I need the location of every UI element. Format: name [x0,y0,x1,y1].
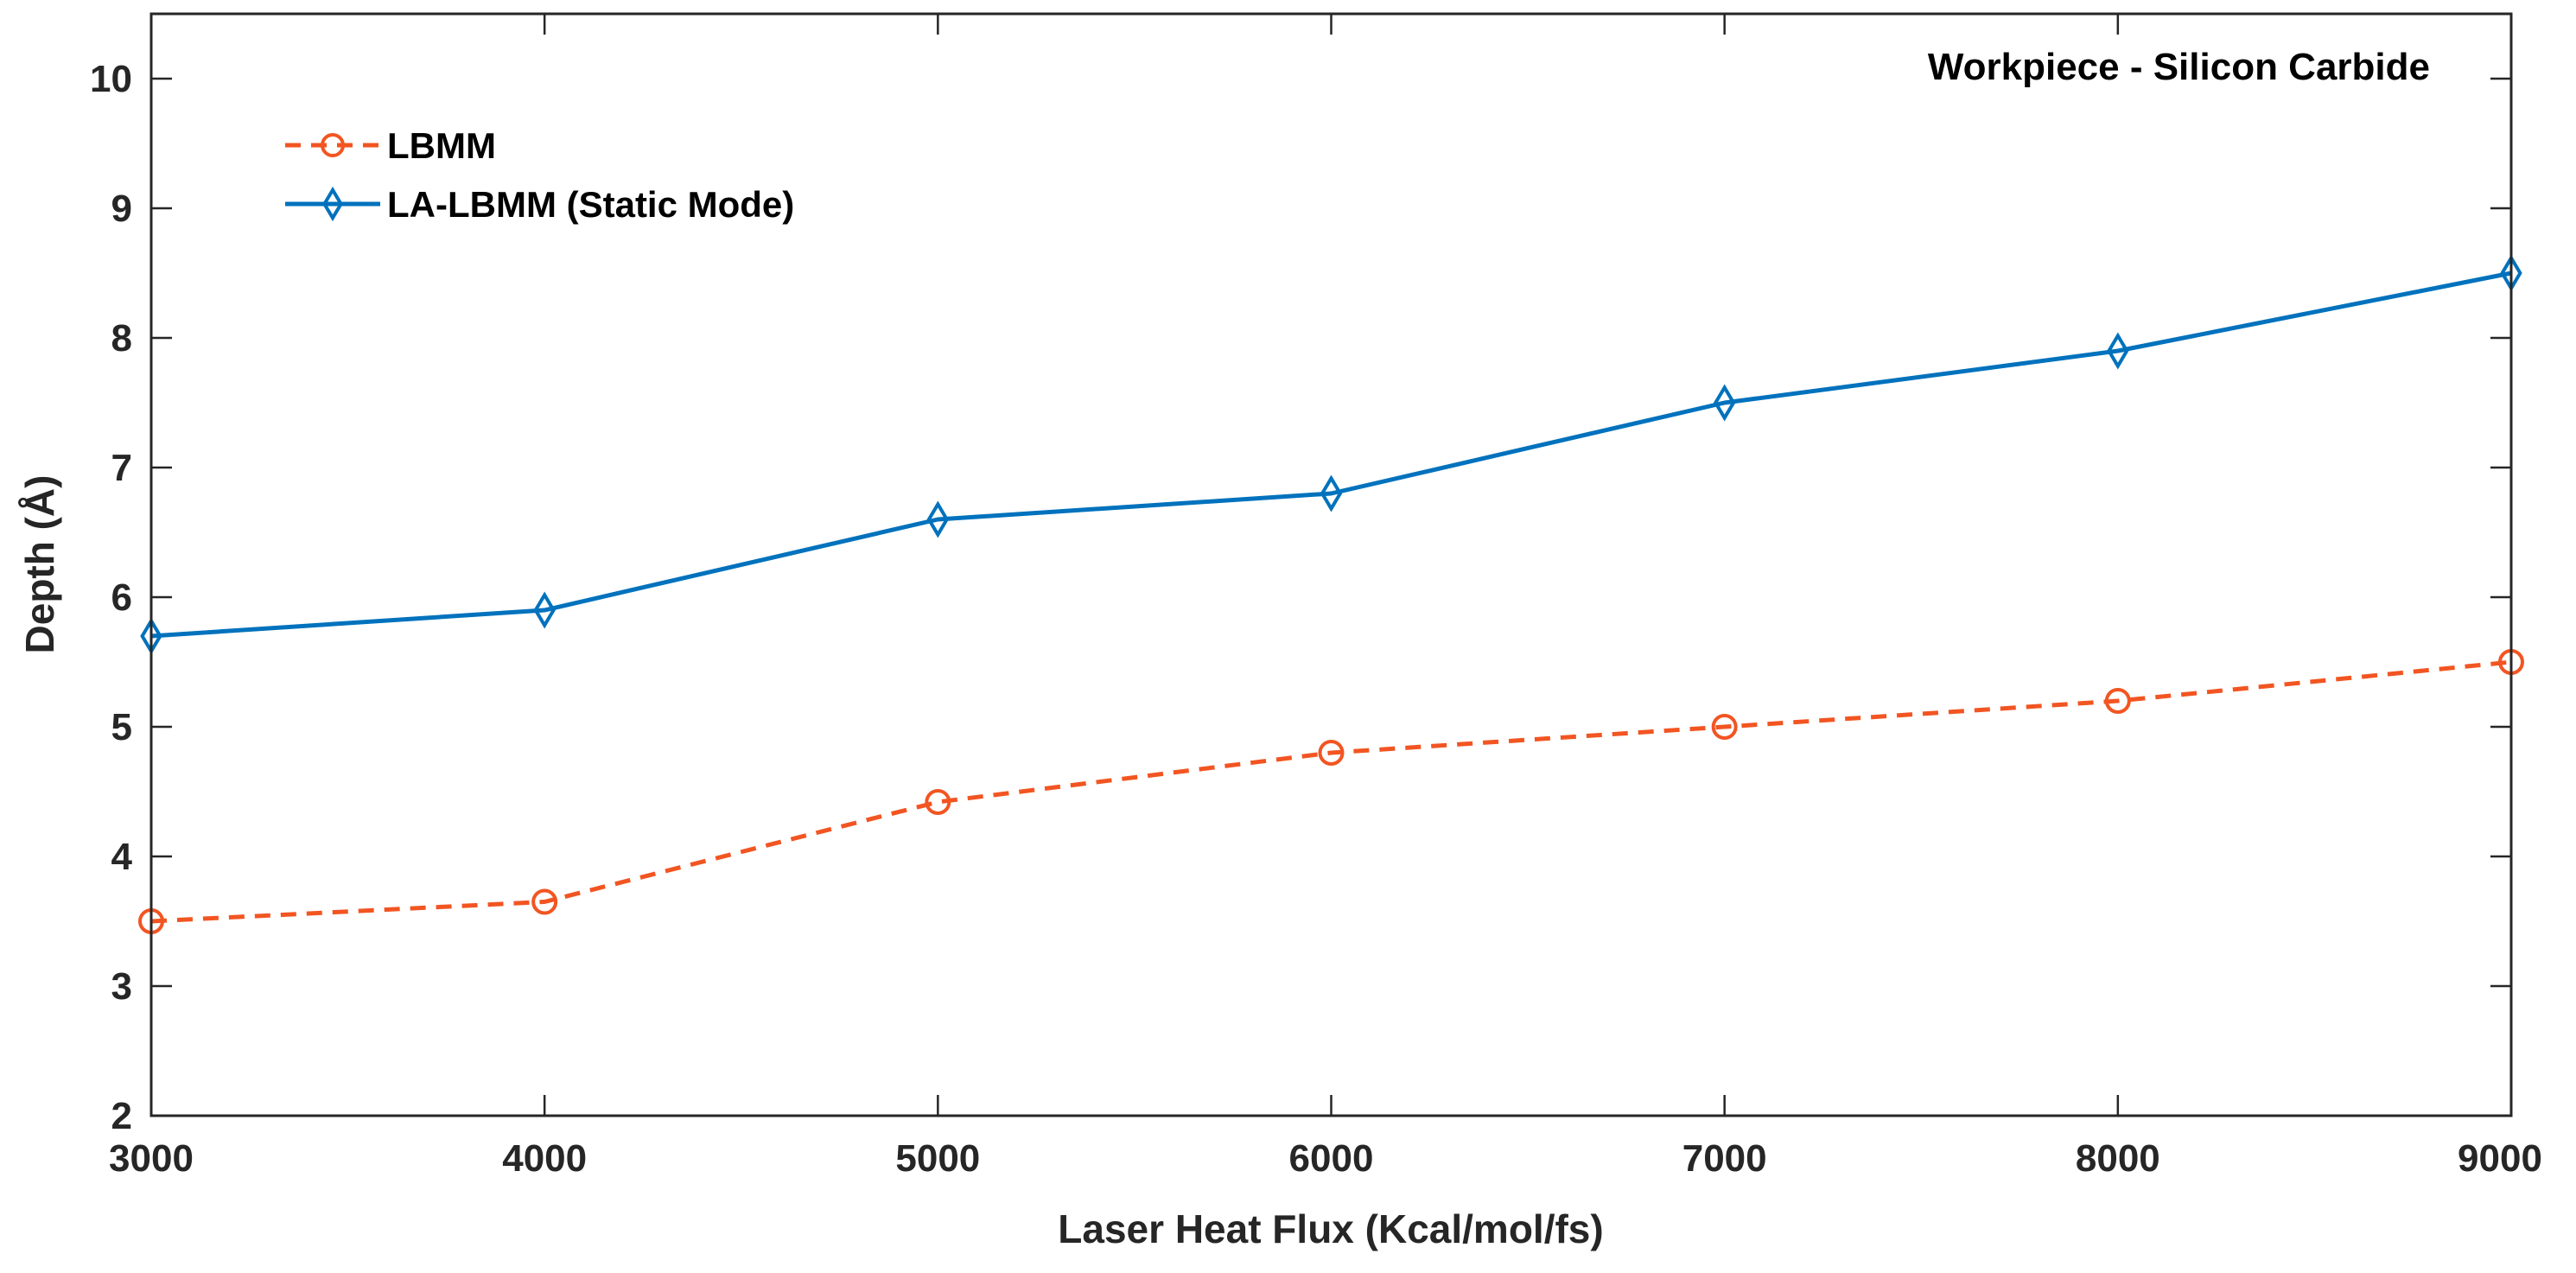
data-point-circle [1711,714,1738,740]
data-point-diamond [322,186,343,222]
x-tick-label: 3000 [109,1137,194,1180]
y-tick-label: 5 [111,706,132,748]
data-point-circle [1318,740,1345,766]
legend-label: LA-LBMM (Static Mode) [387,184,794,225]
x-tick-label: 8000 [2076,1137,2160,1180]
chart-annotation: Workpiece - Silicon Carbide [1928,46,2430,88]
y-tick-label: 2 [111,1095,132,1137]
x-tick-label: 5000 [895,1137,980,1180]
y-tick-label: 3 [111,965,132,1008]
x-tick-label: 9000 [2458,1137,2542,1180]
x-tick-label: 7000 [1682,1137,1767,1180]
tick-labels: 3000 4000 5000 6000 7000 8000 9000 2 3 4 5 6 7 8 9 10 [90,58,2542,1180]
y-tick-label: 9 [111,188,132,230]
data-point-circle [2104,688,2131,714]
series-line [150,659,2512,924]
y-tick-label: 7 [111,447,132,489]
data-point-diamond [1713,384,1736,422]
legend: LBMM LA-LBMM (Static Mode) [285,125,794,225]
y-tick-label: 10 [90,58,132,100]
y-axis-title: Depth (Å) [17,475,62,654]
x-axis-title: Laser Heat Flux (Kcal/mol/fs) [1058,1206,1603,1251]
series-lbmm [138,649,2524,934]
plot-area-frame [149,12,2513,1117]
data-point-circle [321,133,345,157]
data-point-circle [531,888,558,915]
y-tick-label: 8 [111,317,132,360]
x-tick-label: 6000 [1289,1137,1374,1180]
data-point-circle [925,789,951,815]
y-tick-label: 6 [111,576,132,619]
data-point-diamond [926,500,950,538]
series-line [150,271,2512,639]
data-point-diamond [2107,332,2129,370]
y-tick-label: 4 [111,836,133,878]
x-tick-label: 4000 [502,1137,587,1180]
legend-label: LBMM [387,125,496,166]
data-point-diamond [1320,474,1343,512]
data-point-diamond [533,591,556,629]
